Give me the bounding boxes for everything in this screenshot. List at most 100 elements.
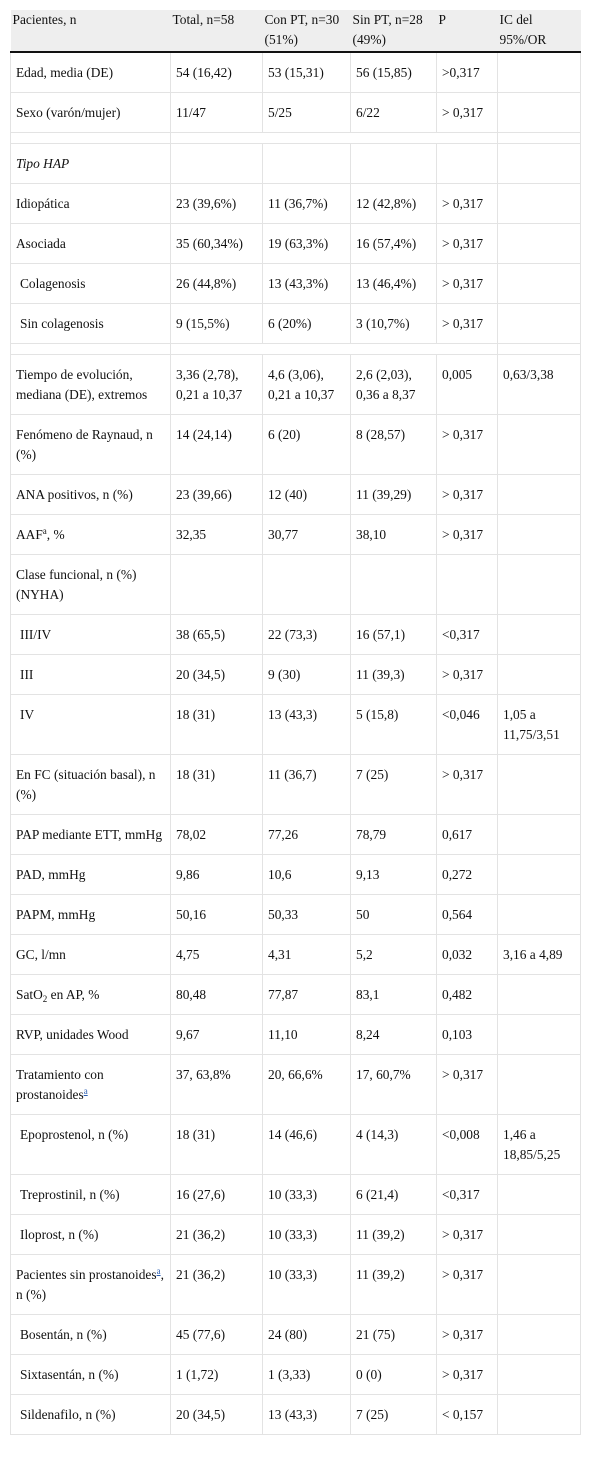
table-cell: 5,2 [350,934,437,975]
table-row: Edad, media (DE) 54 (16,42) 53 (15,31) 56 (… [10,52,581,93]
table-cell: 17, 60,7% [350,1054,437,1115]
table-cell [497,854,581,895]
row-label-text: Clase funcional, n (%) (NYHA) [16,567,137,602]
table-cell: > 0,317 [436,183,498,224]
table-cell: 50,16 [170,894,263,935]
table-cell: 9,67 [170,1014,263,1055]
row-label-text: Asociada [16,236,66,251]
table-cell [497,52,581,93]
table-cell: 6/22 [350,92,437,133]
table-row: Epoprostenol, n (%) 18 (31) 14 (46,6) 4 (14… [10,1114,581,1175]
table-cell: 50,33 [262,894,351,935]
footnote-link[interactable]: a [83,1086,88,1096]
table-cell: 26 (44,8%) [170,263,263,304]
table-cell: <0,317 [436,614,498,655]
table-row: En FC (situación basal), n (%) 18 (31) 11 … [10,754,581,815]
table-cell: 11 (39,2) [350,1214,437,1255]
table-row: Sin colagenosis 9 (15,5%) 6 (20%) 3 (10,7%)… [10,303,581,344]
table-cell: 0,005 [436,354,498,415]
table-cell [497,92,581,133]
table-cell [497,554,581,615]
table-cell: <0,317 [436,1174,498,1215]
table-cell: 21 (36,2) [170,1214,263,1255]
table-cell: 83,1 [350,974,437,1015]
table-cell: 7 (25) [350,1394,437,1435]
row-label-text: Fenómeno de Raynaud, n (%) [16,427,153,462]
table-cell: 78,02 [170,814,263,855]
section-row: Tipo HAP [10,143,581,184]
table-row: PAD, mmHg 9,86 10,6 9,13 0,272 [10,854,581,895]
row-label: Asociada [10,223,171,264]
table-cell [170,554,263,615]
table-cell: 9 (30) [262,654,351,695]
table-cell: 50 [350,894,437,935]
row-label-text: III [20,667,34,682]
table-cell: 80,48 [170,974,263,1015]
table-cell [497,414,581,475]
table-row: III 20 (34,5) 9 (30) 11 (39,3) > 0,317 [10,654,581,695]
row-label-text: PAD, mmHg [16,867,86,882]
table-cell: 10,6 [262,854,351,895]
table-cell [497,974,581,1015]
table-cell: 10 (33,3) [262,1254,351,1315]
table-cell: 3 (10,7%) [350,303,437,344]
table-cell: 13 (43,3) [262,694,351,755]
row-label: SatO2 en AP, % [10,974,171,1015]
table-cell: 10 (33,3) [262,1174,351,1215]
table-row: III/IV 38 (65,5) 22 (73,3) 16 (57,1) <0,317 [10,614,581,655]
table-cell [497,1394,581,1435]
footnote-link[interactable]: a [156,1266,161,1276]
table-cell: 13 (43,3%) [262,263,351,304]
row-label-text: Tiempo de evolución, mediana (DE), extre… [16,367,148,402]
table-row: RVP, unidades Wood 9,67 11,10 8,24 0,103 [10,1014,581,1055]
row-label-text: Colagenosis [20,276,86,291]
table-cell: 18 (31) [170,1114,263,1175]
table-cell [497,1314,581,1355]
table-cell: 13 (43,3) [262,1394,351,1435]
row-label-text: En FC (situación basal), n (%) [16,767,156,802]
row-label: PAP mediante ETT, mmHg [10,814,171,855]
table-header: Pacientes, n Total, n=58 Con PT, n=30 (5… [10,10,581,53]
table-cell: > 0,317 [436,303,498,344]
table-cell: 0,272 [436,854,498,895]
table-cell: > 0,317 [436,1214,498,1255]
row-label: Pacientes sin prostanoidesa, n (%) [10,1254,171,1315]
table-cell: 1,46 a 18,85/5,25 [497,1114,581,1175]
row-label-text: ANA positivos, n (%) [16,487,133,502]
row-label-text: Treprostinil, n (%) [20,1187,120,1202]
table-cell: 16 (27,6) [170,1174,263,1215]
table-cell: 20, 66,6% [262,1054,351,1115]
table-cell [497,814,581,855]
table-cell: 6 (20%) [262,303,351,344]
row-label: Sin colagenosis [10,303,171,344]
table-cell [262,554,351,615]
table-cell [497,183,581,224]
table-cell: 8 (28,57) [350,414,437,475]
table-cell [497,614,581,655]
table-cell: 45 (77,6) [170,1314,263,1355]
row-label: Sexo (varón/mujer) [10,92,171,133]
spacer-cell [10,343,171,355]
table-cell [497,894,581,935]
table-cell: 0,564 [436,894,498,935]
table-cell: > 0,317 [436,1254,498,1315]
row-label: En FC (situación basal), n (%) [10,754,171,815]
table-cell [497,1354,581,1395]
row-label: Bosentán, n (%) [10,1314,171,1355]
table-cell: 11 (39,29) [350,474,437,515]
table-cell: < 0,157 [436,1394,498,1435]
row-label-text: Tratamiento con prostanoides [16,1067,104,1102]
table-cell: 0,617 [436,814,498,855]
table-cell: 3,36 (2,78), 0,21 a 10,37 [170,354,263,415]
table-cell [497,654,581,695]
table-cell: <0,046 [436,694,498,755]
table-cell: 30,77 [262,514,351,555]
table-cell: 8,24 [350,1014,437,1055]
table-cell: > 0,317 [436,754,498,815]
table-row: AAFa, % 32,35 30,77 38,10 > 0,317 [10,514,581,555]
table-cell: 38 (65,5) [170,614,263,655]
table-row: Tratamiento con prostanoidesa 37, 63,8% 20… [10,1054,581,1115]
spacer-cell [170,132,263,144]
table-cell: 54 (16,42) [170,52,263,93]
table-cell: 14 (24,14) [170,414,263,475]
